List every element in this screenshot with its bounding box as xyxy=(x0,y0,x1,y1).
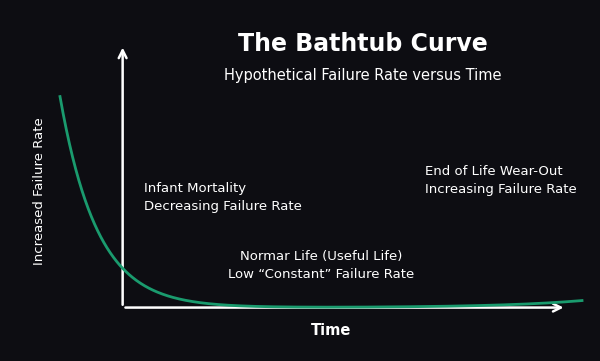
Text: Hypothetical Failure Rate versus Time: Hypothetical Failure Rate versus Time xyxy=(224,68,502,83)
Text: Increased Failure Rate: Increased Failure Rate xyxy=(32,117,46,265)
Text: End of Life Wear-Out
Increasing Failure Rate: End of Life Wear-Out Increasing Failure … xyxy=(425,165,577,196)
Text: Infant Mortality
Decreasing Failure Rate: Infant Mortality Decreasing Failure Rate xyxy=(143,182,301,213)
Text: The Bathtub Curve: The Bathtub Curve xyxy=(238,32,488,56)
Text: Time: Time xyxy=(311,323,352,338)
Text: Normar Life (Useful Life)
Low “Constant” Failure Rate: Normar Life (Useful Life) Low “Constant”… xyxy=(228,249,414,280)
